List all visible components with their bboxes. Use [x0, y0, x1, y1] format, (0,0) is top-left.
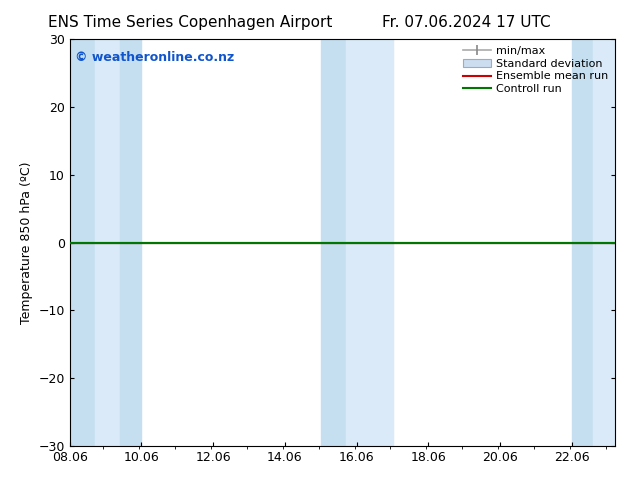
Y-axis label: Temperature 850 hPa (ºC): Temperature 850 hPa (ºC) — [20, 161, 33, 324]
Bar — [120, 39, 141, 446]
Legend: min/max, Standard deviation, Ensemble mean run, Controll run: min/max, Standard deviation, Ensemble me… — [458, 42, 612, 98]
Bar — [95, 39, 120, 446]
Bar — [70, 39, 95, 446]
Text: © weatheronline.co.nz: © weatheronline.co.nz — [75, 51, 235, 64]
Bar — [346, 39, 392, 446]
Text: Fr. 07.06.2024 17 UTC: Fr. 07.06.2024 17 UTC — [382, 15, 550, 30]
Bar — [593, 39, 615, 446]
Bar — [572, 39, 593, 446]
Text: ENS Time Series Copenhagen Airport: ENS Time Series Copenhagen Airport — [48, 15, 332, 30]
Bar — [321, 39, 346, 446]
